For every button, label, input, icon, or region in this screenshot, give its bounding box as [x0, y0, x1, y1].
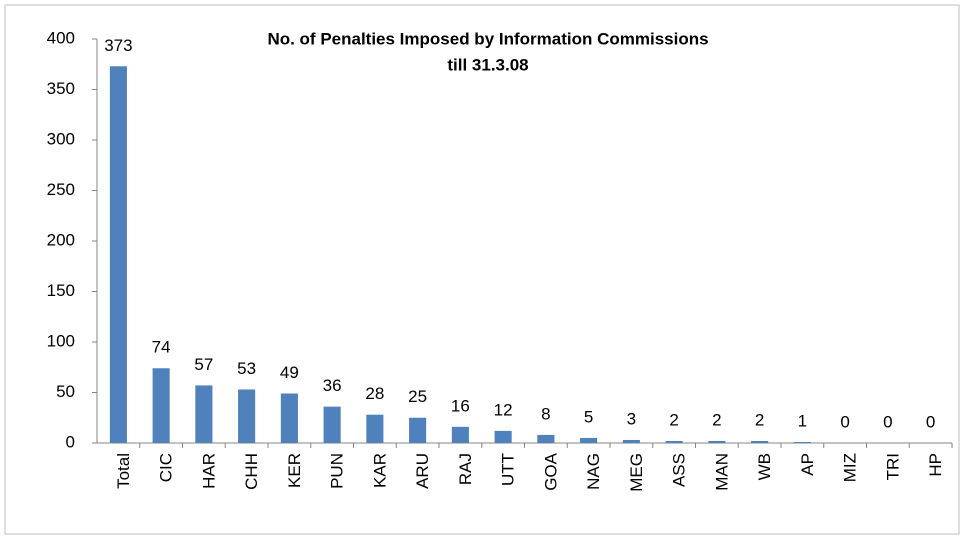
bar: [280, 393, 298, 443]
x-tick-label: ARU: [413, 453, 432, 489]
x-tick-label: MIZ: [841, 453, 860, 482]
data-label: 2: [669, 410, 678, 429]
x-tick-label: NAG: [584, 453, 603, 490]
x-tick-label: MAN: [712, 453, 731, 491]
bar: [665, 440, 683, 443]
x-tick-label: WB: [755, 453, 774, 480]
data-label: 5: [584, 407, 593, 426]
x-tick-label: HP: [926, 453, 945, 477]
x-tick-label: KAR: [370, 453, 389, 488]
data-label: 12: [494, 400, 513, 419]
bar: [793, 441, 811, 443]
data-label: 3: [627, 409, 636, 428]
x-tick-label: GOA: [541, 452, 560, 490]
x-tick-label: CIC: [157, 453, 176, 482]
bar: [751, 440, 769, 443]
data-label: 0: [926, 412, 935, 431]
bar: [195, 385, 213, 443]
bar: [580, 437, 598, 443]
x-tick-label: TRI: [883, 453, 902, 480]
bar: [366, 414, 384, 443]
data-label: 16: [451, 396, 470, 415]
bar: [537, 434, 555, 443]
data-label: 373: [104, 36, 132, 55]
y-tick-label: 250: [47, 180, 75, 199]
bar: [109, 66, 127, 444]
data-label: 0: [840, 412, 849, 431]
bar: [708, 440, 726, 443]
bar: [323, 406, 341, 443]
bar: [451, 426, 469, 443]
data-label: 2: [712, 410, 721, 429]
x-tick-label: MEG: [627, 453, 646, 492]
x-tick-label: RAJ: [456, 453, 475, 485]
x-tick-label: KER: [285, 453, 304, 488]
bar: [238, 389, 256, 443]
y-tick-label: 0: [66, 432, 75, 451]
chart-title: till 31.3.08: [447, 55, 528, 74]
data-label: 8: [541, 404, 550, 423]
x-tick-label: ASS: [670, 453, 689, 487]
bar: [409, 417, 427, 443]
x-tick-label: CHH: [242, 453, 261, 490]
data-label: 53: [237, 359, 256, 378]
bar: [494, 430, 512, 443]
x-tick-label: Total: [114, 453, 133, 489]
data-label: 57: [194, 355, 213, 374]
data-label: 49: [280, 363, 299, 382]
data-label: 36: [323, 376, 342, 395]
y-tick-label: 300: [47, 129, 75, 148]
y-tick-label: 50: [56, 382, 75, 401]
x-tick-label: PUN: [328, 453, 347, 489]
bar: [622, 439, 640, 443]
x-tick-label: AP: [798, 453, 817, 476]
data-label: 1: [798, 411, 807, 430]
chart-title: No. of Penalties Imposed by Information …: [267, 29, 708, 48]
x-tick-label: HAR: [199, 453, 218, 489]
x-tick-label: UTT: [499, 453, 518, 486]
y-tick-label: 200: [47, 230, 75, 249]
y-tick-label: 150: [47, 281, 75, 300]
y-tick-label: 350: [47, 79, 75, 98]
bar: [152, 368, 170, 443]
data-label: 0: [883, 412, 892, 431]
y-tick-label: 100: [47, 331, 75, 350]
data-label: 25: [408, 387, 427, 406]
data-label: 2: [755, 410, 764, 429]
y-tick-label: 400: [47, 28, 75, 47]
data-label: 74: [152, 338, 171, 357]
data-label: 28: [365, 384, 384, 403]
